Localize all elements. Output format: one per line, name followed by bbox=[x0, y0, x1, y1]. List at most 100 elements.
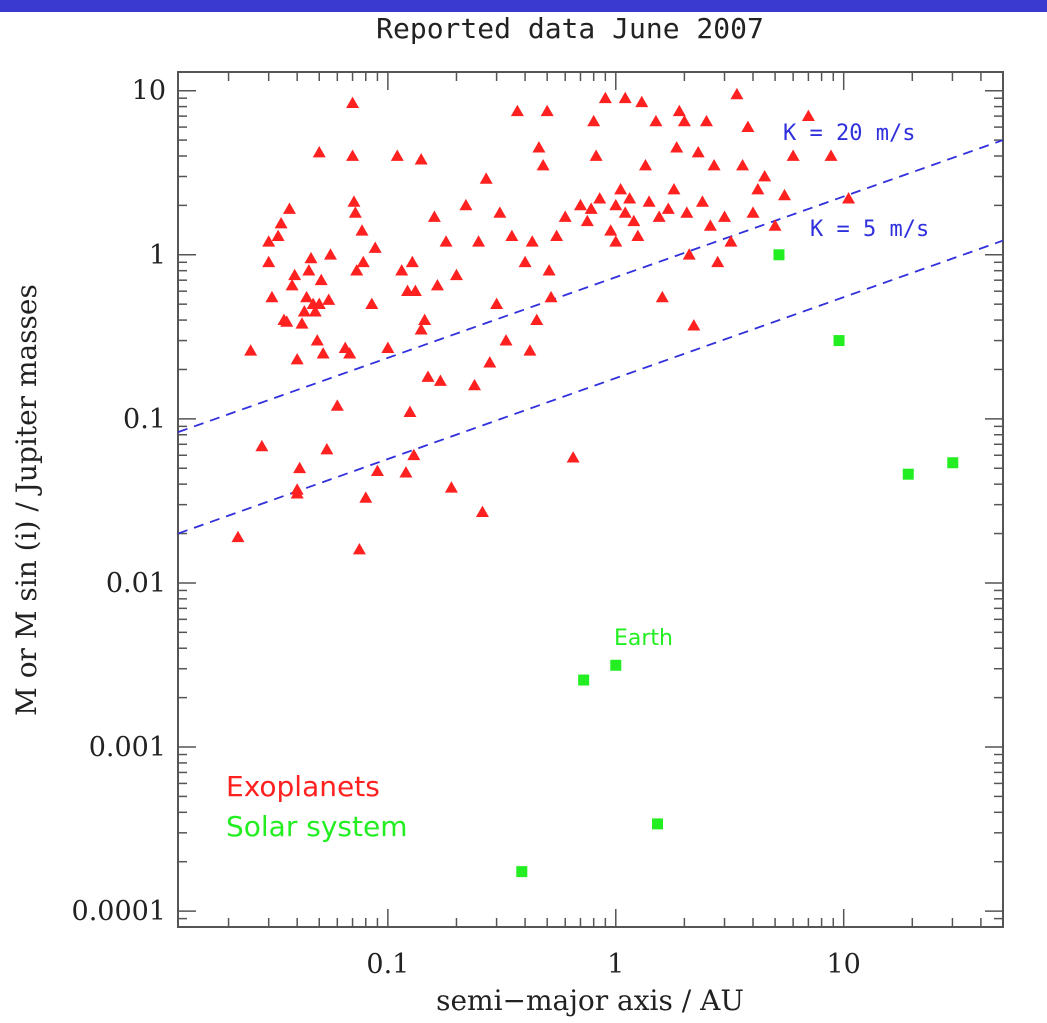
exoplanet-point bbox=[542, 264, 556, 276]
reference-line bbox=[178, 239, 1003, 535]
exoplanet-point bbox=[427, 210, 441, 222]
x-axis-label: semi−major axis / AU bbox=[436, 984, 744, 1017]
exoplanet-point bbox=[751, 182, 765, 195]
exoplanet-point bbox=[695, 195, 709, 207]
chart-title: Reported data June 2007 bbox=[376, 12, 764, 45]
exoplanet-point bbox=[405, 255, 419, 268]
exoplanet-point bbox=[381, 341, 395, 353]
exoplanet-point bbox=[682, 248, 696, 260]
exoplanet-point bbox=[680, 206, 694, 218]
exoplanet-point bbox=[231, 530, 245, 543]
exoplanet-point bbox=[642, 195, 656, 207]
y-tick-label: 0.0001 bbox=[72, 896, 166, 927]
exoplanet-point bbox=[842, 192, 856, 204]
exoplanet-point bbox=[449, 268, 463, 281]
exoplanet-point bbox=[407, 448, 421, 461]
exoplanet-point bbox=[691, 146, 705, 158]
exoplanet-point bbox=[623, 192, 637, 204]
exoplanet-point bbox=[355, 224, 369, 236]
exoplanet-point bbox=[618, 91, 632, 104]
exoplanet-point bbox=[618, 206, 632, 218]
exoplanet-point bbox=[290, 353, 304, 365]
exoplanet-point bbox=[310, 334, 324, 346]
plot-frame bbox=[177, 71, 1004, 928]
exoplanet-point bbox=[687, 319, 701, 331]
exoplanet-point bbox=[746, 206, 760, 218]
exoplanet-point bbox=[786, 149, 800, 161]
exoplanet-point bbox=[348, 206, 362, 218]
exoplanet-point bbox=[359, 491, 373, 503]
exoplanet-point bbox=[584, 202, 598, 214]
exoplanet-point bbox=[280, 315, 294, 327]
exoplanet-point bbox=[614, 182, 628, 195]
exoplanet-point bbox=[718, 210, 732, 222]
reference-line-label: K = 5 m/s bbox=[810, 217, 929, 242]
exoplanet-point bbox=[312, 297, 326, 310]
exoplanet-point bbox=[652, 210, 666, 222]
exoplanet-point bbox=[490, 297, 504, 310]
exoplanet-point bbox=[265, 290, 279, 303]
y-axis-label: M or M sin (i) / Jupiter masses bbox=[10, 284, 43, 716]
exoplanet-point bbox=[262, 235, 276, 247]
y-tick-label: 0.01 bbox=[106, 568, 166, 599]
exoplanet-point bbox=[271, 229, 285, 241]
axis-tick-labels: 0.1 1 10 10 1 0.1 0.01 0.001 0.0001 bbox=[72, 76, 861, 980]
solar-system-point bbox=[947, 457, 959, 469]
exoplanet-point bbox=[282, 202, 296, 214]
exoplanet-point bbox=[285, 278, 299, 291]
solar-system-point bbox=[773, 249, 785, 261]
exoplanet-point bbox=[312, 146, 326, 158]
exoplanet-point bbox=[518, 255, 532, 268]
exoplanet-point bbox=[274, 217, 288, 229]
exoplanet-point bbox=[523, 344, 537, 356]
exoplanet-point bbox=[736, 159, 750, 171]
exoplanet-point bbox=[290, 483, 304, 495]
top-accent-bar bbox=[0, 0, 1047, 12]
exoplanet-point bbox=[346, 96, 360, 108]
exoplanet-point bbox=[421, 370, 435, 382]
exoplanet-point bbox=[399, 466, 413, 478]
exoplanet-point bbox=[479, 172, 493, 184]
exoplanet-point bbox=[368, 241, 382, 253]
exoplanet-point bbox=[323, 248, 337, 260]
exoplanet-point bbox=[414, 153, 428, 165]
exoplanet-point bbox=[670, 141, 684, 153]
exoplanet-point bbox=[493, 206, 507, 218]
exoplanet-point bbox=[459, 198, 473, 211]
exoplanet-point bbox=[544, 290, 558, 303]
exoplanet-point bbox=[824, 149, 838, 161]
exoplanet-point bbox=[302, 264, 316, 276]
exoplanet-point bbox=[655, 290, 669, 303]
exoplanet-point bbox=[288, 268, 302, 281]
exoplanet-point bbox=[352, 542, 366, 555]
exoplanet-point bbox=[439, 235, 453, 247]
exoplanet-point bbox=[255, 439, 269, 452]
exoplanet-point bbox=[414, 323, 428, 335]
exoplanet-point bbox=[778, 188, 792, 201]
x-tick-label: 0.1 bbox=[366, 949, 409, 980]
exoplanet-point bbox=[566, 451, 580, 463]
exoplanet-point bbox=[308, 305, 322, 317]
exoplanet-point bbox=[350, 264, 364, 276]
exoplanet-point bbox=[724, 235, 738, 247]
exoplanet-point bbox=[758, 169, 772, 182]
exoplanet-point bbox=[295, 317, 309, 329]
exoplanet-point bbox=[741, 120, 755, 132]
exoplanet-point bbox=[609, 235, 623, 247]
solar-system-point bbox=[833, 335, 845, 347]
exoplanet-point bbox=[667, 182, 681, 195]
exoplanet-point bbox=[483, 356, 497, 368]
exoplanet-point bbox=[540, 104, 554, 117]
velocity-reference-lines bbox=[178, 139, 1003, 535]
exoplanet-point bbox=[801, 109, 815, 121]
exoplanet-point bbox=[609, 198, 623, 211]
y-tick-label: 1 bbox=[149, 240, 166, 271]
exoplanet-point bbox=[499, 334, 513, 346]
exoplanet-point bbox=[316, 347, 330, 359]
exoplanet-point bbox=[346, 149, 360, 161]
exoplanet-point bbox=[244, 344, 258, 356]
reference-line bbox=[178, 139, 1003, 433]
solar-system-point bbox=[902, 468, 914, 480]
exoplanet-point bbox=[356, 255, 370, 268]
legend-exoplanets: Exoplanets bbox=[226, 770, 380, 803]
